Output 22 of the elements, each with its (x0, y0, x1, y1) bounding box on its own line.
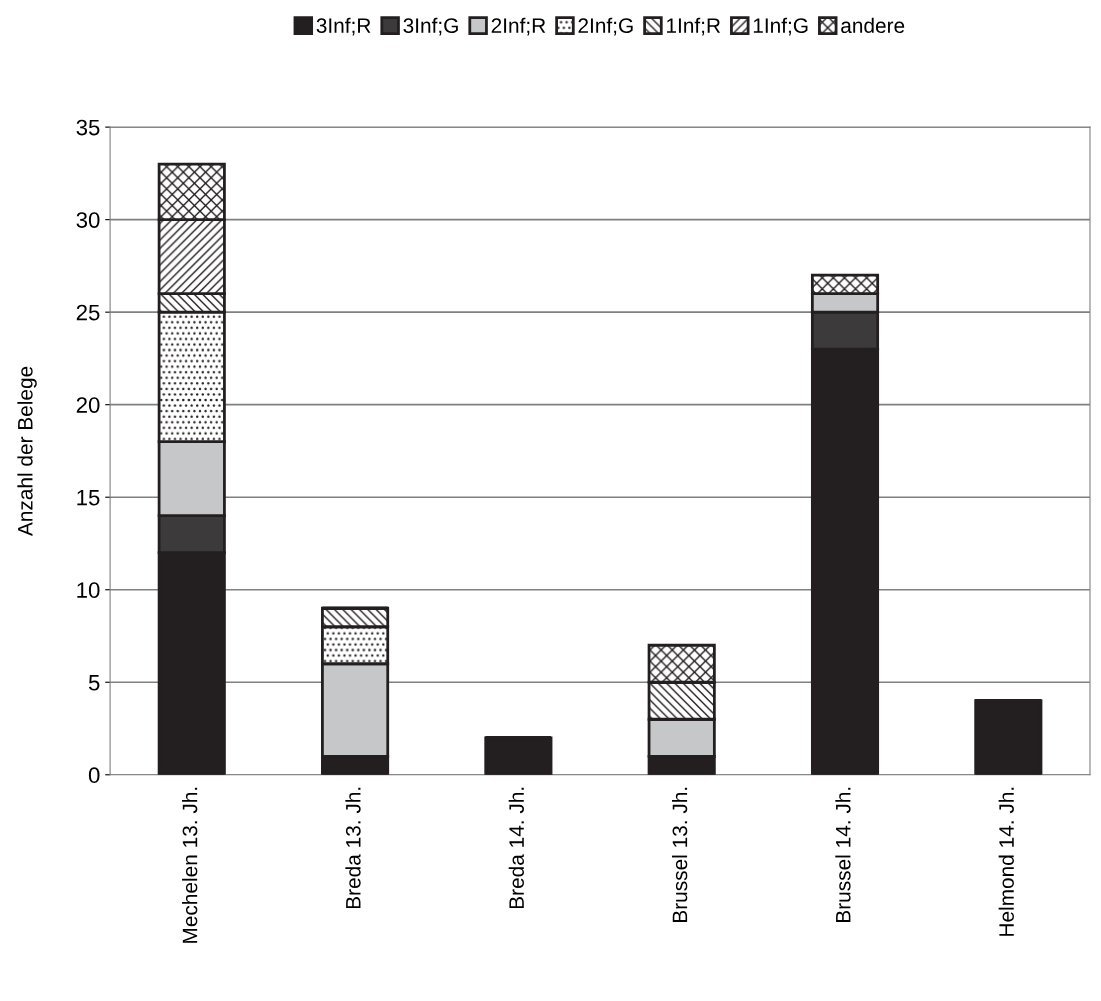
legend-label: 3Inf;R (316, 17, 371, 36)
y-tick-label: 10 (77, 582, 100, 598)
x-tick-label: Brussel 13. Jh. (671, 787, 688, 922)
legend-label: 2Inf;G (578, 17, 633, 36)
x-tick-label: Mechelen 13. Jh. (182, 787, 198, 943)
y-tick-label: 30 (76, 212, 100, 228)
legend-label: 1Inf;G (753, 17, 808, 36)
y-tick-label: 15 (77, 489, 100, 506)
x-tick-label: Brussel 14. Jh. (835, 787, 851, 922)
legend-label: 2Inf;R (491, 17, 546, 36)
x-tick-label: Breda 13. Jh. (345, 787, 361, 909)
y-axis-title: Anzahl der Belege (17, 366, 37, 537)
x-tick-label: Breda 14. Jh. (508, 787, 524, 909)
legend-label: 3Inf;G (403, 17, 458, 36)
y-tick-label: 25 (76, 304, 100, 321)
y-tick-label: 5 (88, 675, 100, 691)
y-tick-label: 20 (76, 397, 100, 413)
y-tick-label: 35 (76, 119, 100, 136)
legend-label: andere (841, 17, 905, 34)
legend-label: 1Inf;R (667, 17, 721, 36)
y-tick-label: 0 (88, 767, 100, 784)
x-tick-label: Helmond 14. Jh. (998, 787, 1014, 936)
